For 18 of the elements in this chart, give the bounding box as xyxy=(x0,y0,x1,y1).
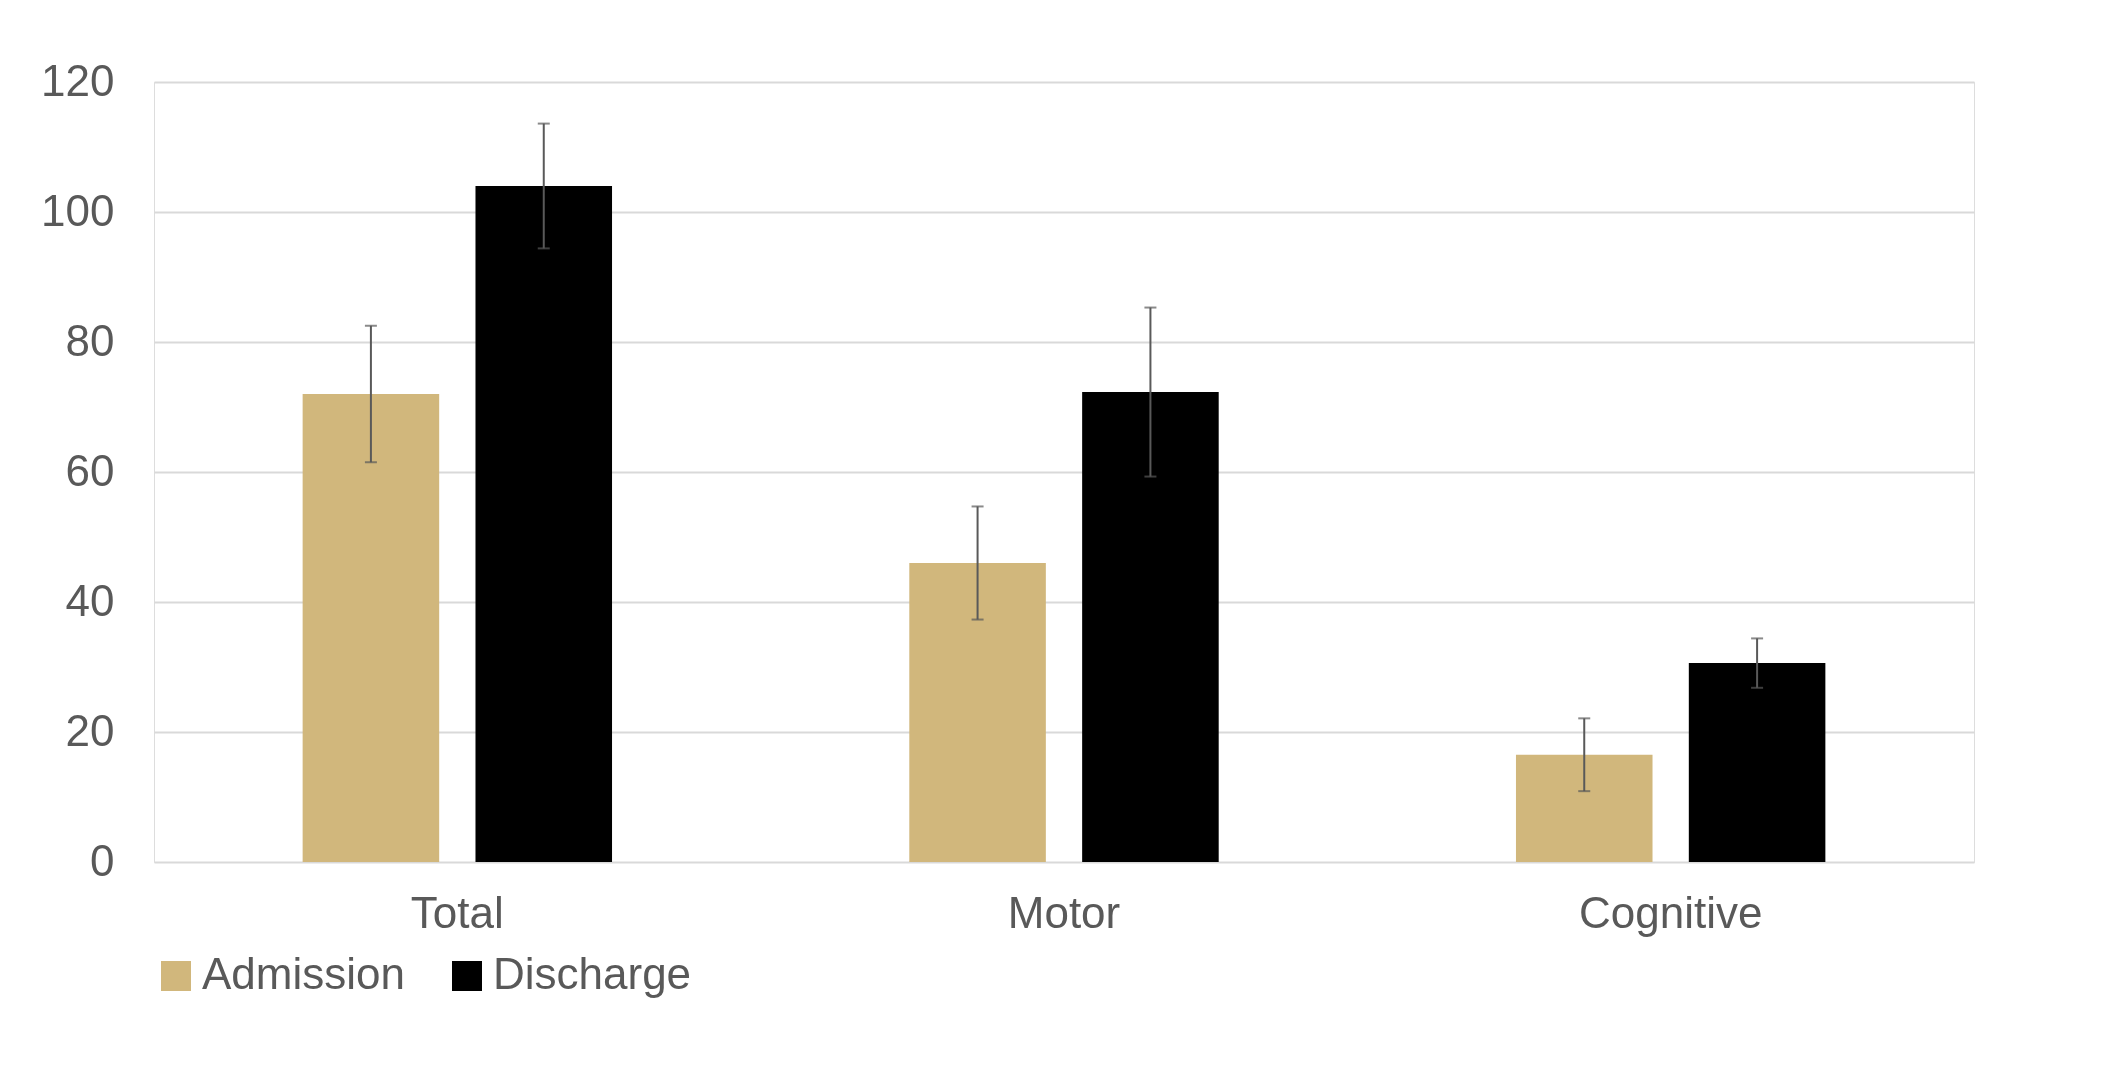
x-tick-label: Motor xyxy=(1007,887,1121,937)
y-tick-label: 80 xyxy=(65,315,115,365)
y-tick-label: 40 xyxy=(65,575,115,625)
y-tick-label: 100 xyxy=(41,185,115,235)
y-tick-label: 20 xyxy=(65,705,115,755)
bar xyxy=(1082,392,1219,862)
x-tick-label: Total xyxy=(410,887,504,937)
y-tick-label: 60 xyxy=(65,445,115,495)
bar xyxy=(1688,663,1826,862)
bar xyxy=(1515,754,1653,862)
y-tick-label: 120 xyxy=(41,55,115,105)
x-tick-label: Cognitive xyxy=(1578,887,1763,937)
legend-label: Admission xyxy=(202,949,405,998)
bar xyxy=(475,186,613,862)
legend-label: Discharge xyxy=(493,949,692,998)
y-tick-label: 0 xyxy=(90,835,115,885)
bar xyxy=(302,394,440,862)
bar xyxy=(909,563,1046,862)
